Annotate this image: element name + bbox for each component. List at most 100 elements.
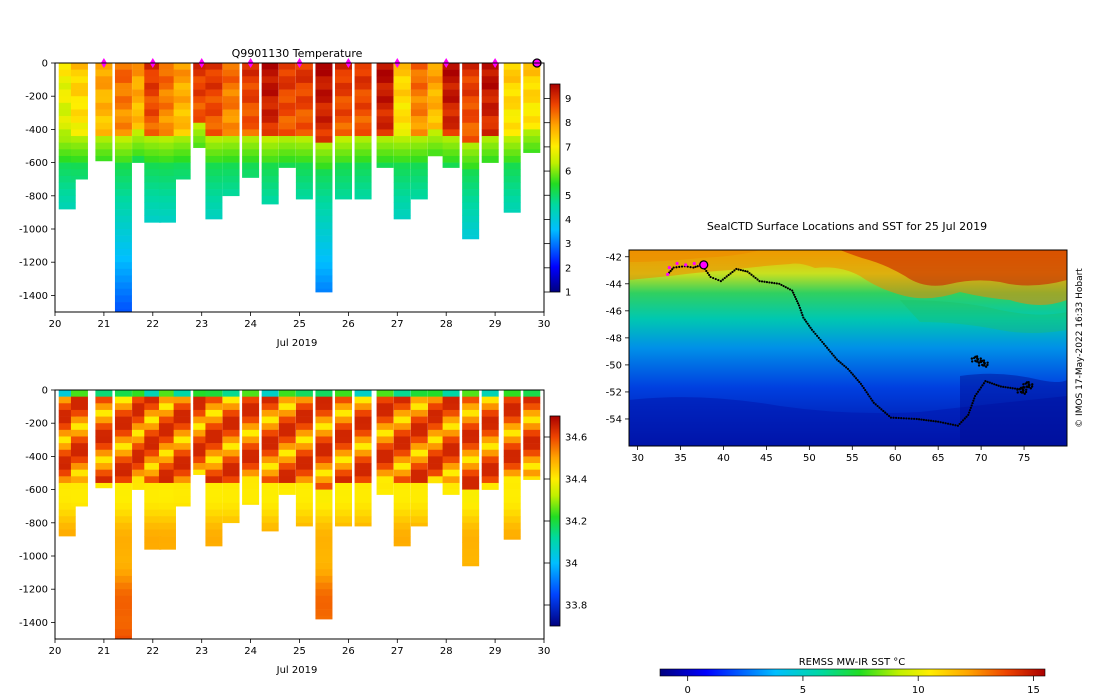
profile-cell — [354, 175, 372, 183]
profile-cell — [173, 169, 191, 177]
track-point — [917, 418, 921, 421]
profile-cell — [354, 443, 372, 451]
profile-cell — [442, 476, 460, 484]
profile-cell — [242, 82, 260, 90]
profile-cell — [222, 449, 240, 457]
profile-cell — [462, 122, 480, 130]
profile-cell — [205, 189, 223, 197]
profile-cell — [173, 416, 191, 424]
profile-cell — [95, 482, 113, 489]
colorbar-tick-label: 1 — [565, 288, 571, 299]
profile-cell — [70, 129, 88, 137]
x-tick-label: 20 — [49, 646, 62, 657]
profile-cell — [393, 169, 411, 177]
profile-cell — [335, 116, 353, 124]
profile-cell — [442, 129, 460, 137]
profile-cell — [158, 109, 176, 117]
profile-column — [173, 390, 191, 507]
profile-cell — [144, 182, 162, 190]
profile-cell — [503, 476, 521, 484]
profile-cell — [58, 69, 76, 77]
profile-cell — [70, 142, 88, 150]
profile-cell — [261, 449, 279, 457]
y-tick-label: -800 — [25, 518, 48, 529]
profile-cell — [70, 96, 88, 104]
profile-cell — [205, 149, 223, 157]
profile-cell — [410, 136, 428, 143]
profile-cell — [173, 122, 191, 130]
profile-cell — [278, 136, 296, 143]
profile-column — [278, 390, 296, 495]
track-point — [861, 384, 864, 388]
profile-column — [205, 63, 223, 220]
track-point — [719, 279, 722, 283]
profile-cell — [242, 142, 260, 150]
profile-cell — [335, 195, 353, 200]
y-tick-label: -600 — [25, 158, 48, 169]
profile-cell — [462, 423, 480, 431]
profile-cell — [393, 82, 411, 90]
x-tick-label: 27 — [391, 319, 404, 330]
profile-cell — [315, 255, 333, 263]
profile-cell — [410, 390, 428, 397]
profile-cell — [427, 89, 445, 97]
profile-cell — [144, 529, 162, 537]
profile-cell — [158, 522, 176, 530]
profile-cell — [58, 409, 76, 417]
profile-cell — [193, 396, 211, 404]
salinity-profiles — [58, 390, 541, 640]
track-point — [733, 269, 736, 272]
profile-cell — [462, 142, 480, 150]
profile-column — [132, 63, 150, 163]
profile-cell — [205, 142, 223, 150]
profile-cell — [354, 82, 372, 90]
profile-cell — [144, 416, 162, 424]
profile-cell — [114, 162, 132, 170]
profile-cell — [523, 129, 541, 137]
profile-cell — [144, 102, 162, 110]
profile-cell — [158, 429, 176, 437]
profile-cell — [261, 416, 279, 424]
track-point — [717, 278, 720, 282]
profile-cell — [442, 403, 460, 411]
profile-cell — [222, 82, 240, 90]
track-point — [712, 276, 715, 280]
track-point — [986, 361, 989, 364]
profile-column — [462, 63, 480, 240]
profile-cell — [261, 102, 279, 110]
profile-cell — [70, 416, 88, 424]
profile-cell — [193, 96, 211, 104]
profile-cell — [144, 489, 162, 497]
temperature-colorbar-ticks: 1 2 3 4 5 6 7 8 9 — [544, 94, 571, 299]
profile-column — [335, 390, 353, 527]
profile-cell — [95, 116, 113, 124]
track-point — [971, 360, 974, 363]
track-point — [922, 418, 925, 421]
profile-cell — [58, 509, 76, 517]
profile-cell — [144, 89, 162, 97]
profile-cell — [222, 89, 240, 97]
profile-cell — [261, 162, 279, 170]
profile-cell — [442, 69, 460, 77]
profile-cell — [114, 496, 132, 504]
profile-cell — [114, 429, 132, 437]
profile-cell — [315, 116, 333, 124]
temperature-profiles — [58, 63, 541, 313]
y-tick-label: -42 — [606, 252, 622, 263]
profile-column — [295, 390, 313, 527]
map-axes-frame — [628, 249, 1068, 447]
profile-cell — [144, 76, 162, 84]
profile-cell — [315, 136, 333, 143]
profile-cell — [70, 102, 88, 110]
track-point — [880, 408, 883, 411]
profile-cell — [58, 449, 76, 457]
profile-cell — [442, 482, 460, 490]
profile-cell — [410, 122, 428, 130]
profile-cell — [393, 396, 411, 404]
profile-cell — [278, 436, 296, 444]
profile-cell — [144, 155, 162, 163]
profile-cell — [144, 536, 162, 544]
profile-cell — [222, 416, 240, 424]
track-point — [853, 375, 856, 378]
profile-cell — [315, 602, 333, 610]
